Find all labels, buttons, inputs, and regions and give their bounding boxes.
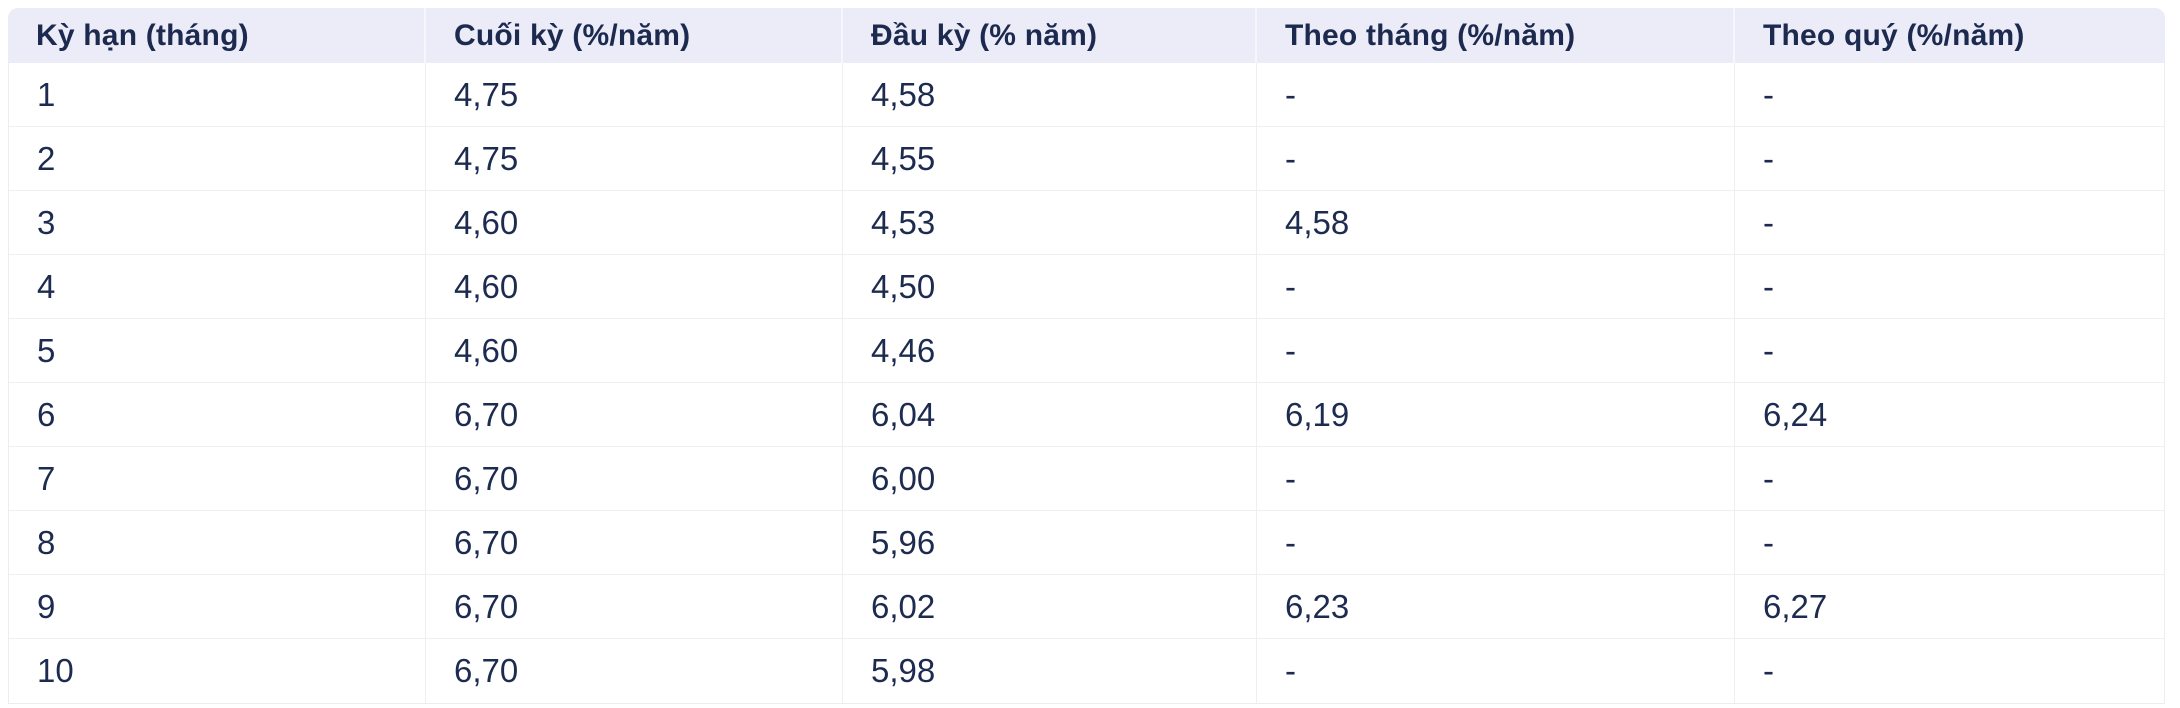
- cell-end-of-term-rate: 4,60: [425, 255, 842, 318]
- cell-start-of-term-rate: 4,46: [842, 319, 1256, 382]
- cell-start-of-term-rate: 4,55: [842, 127, 1256, 190]
- cell-end-of-term-rate: 4,75: [425, 63, 842, 126]
- cell-quarterly-rate: -: [1734, 191, 2166, 254]
- cell-term: 9: [37, 587, 56, 625]
- header-end-of-term: Cuối kỳ (%/năm): [424, 8, 841, 63]
- cell-term: 7: [37, 459, 56, 497]
- table-row: 4 4,60 4,50 - -: [9, 255, 2164, 319]
- cell-monthly-rate: -: [1256, 127, 1734, 190]
- cell-quarterly-rate: -: [1734, 319, 2166, 382]
- cell-term: 10: [37, 652, 74, 689]
- interest-rate-table: Kỳ hạn (tháng) Cuối kỳ (%/năm) Đầu kỳ (%…: [8, 8, 2165, 704]
- table-row: 3 4,60 4,53 4,58 -: [9, 191, 2164, 255]
- cell-start-of-term-rate: 4,58: [842, 63, 1256, 126]
- cell-quarterly-rate: -: [1734, 255, 2166, 318]
- cell-end-of-term-rate: 6,70: [425, 575, 842, 638]
- table-row: 10 6,70 5,98 - -: [9, 639, 2164, 703]
- header-monthly: Theo tháng (%/năm): [1255, 8, 1733, 63]
- table-body: 1 4,75 4,58 - - 2 4,75 4,55 - - 3 4,60 4…: [8, 63, 2165, 704]
- table-row: 5 4,60 4,46 - -: [9, 319, 2164, 383]
- cell-quarterly-rate: 6,24: [1734, 383, 2166, 446]
- cell-monthly-rate: -: [1256, 447, 1734, 510]
- cell-monthly-rate: -: [1256, 319, 1734, 382]
- header-start-of-term: Đầu kỳ (% năm): [841, 8, 1255, 63]
- cell-term: 4: [37, 267, 56, 305]
- table-row: 1 4,75 4,58 - -: [9, 63, 2164, 127]
- cell-term: 2: [37, 139, 56, 177]
- cell-quarterly-rate: -: [1734, 639, 2166, 703]
- cell-term: 6: [37, 395, 56, 433]
- cell-start-of-term-rate: 5,98: [842, 639, 1256, 703]
- table-row: 6 6,70 6,04 6,19 6,24: [9, 383, 2164, 447]
- cell-end-of-term-rate: 6,70: [425, 383, 842, 446]
- cell-term: 8: [37, 523, 56, 561]
- table-row: 9 6,70 6,02 6,23 6,27: [9, 575, 2164, 639]
- table-row: 2 4,75 4,55 - -: [9, 127, 2164, 191]
- cell-end-of-term-rate: 6,70: [425, 447, 842, 510]
- header-term-months: Kỳ hạn (tháng): [36, 18, 249, 52]
- cell-monthly-rate: -: [1256, 511, 1734, 574]
- table-header-row: Kỳ hạn (tháng) Cuối kỳ (%/năm) Đầu kỳ (%…: [8, 8, 2165, 63]
- cell-quarterly-rate: -: [1734, 447, 2166, 510]
- cell-monthly-rate: 6,19: [1256, 383, 1734, 446]
- cell-monthly-rate: 4,58: [1256, 191, 1734, 254]
- cell-term: 3: [37, 203, 56, 241]
- table-row: 8 6,70 5,96 - -: [9, 511, 2164, 575]
- cell-quarterly-rate: -: [1734, 127, 2166, 190]
- cell-monthly-rate: -: [1256, 63, 1734, 126]
- cell-end-of-term-rate: 6,70: [425, 639, 842, 703]
- cell-quarterly-rate: -: [1734, 511, 2166, 574]
- cell-end-of-term-rate: 4,60: [425, 319, 842, 382]
- cell-start-of-term-rate: 6,04: [842, 383, 1256, 446]
- cell-end-of-term-rate: 4,75: [425, 127, 842, 190]
- cell-start-of-term-rate: 4,50: [842, 255, 1256, 318]
- cell-monthly-rate: -: [1256, 639, 1734, 703]
- cell-start-of-term-rate: 4,53: [842, 191, 1256, 254]
- cell-start-of-term-rate: 6,02: [842, 575, 1256, 638]
- table-row: 7 6,70 6,00 - -: [9, 447, 2164, 511]
- cell-monthly-rate: 6,23: [1256, 575, 1734, 638]
- cell-end-of-term-rate: 6,70: [425, 511, 842, 574]
- cell-monthly-rate: -: [1256, 255, 1734, 318]
- cell-term: 5: [37, 331, 56, 369]
- header-quarterly: Theo quý (%/năm): [1733, 8, 2165, 63]
- cell-start-of-term-rate: 5,96: [842, 511, 1256, 574]
- cell-start-of-term-rate: 6,00: [842, 447, 1256, 510]
- cell-quarterly-rate: -: [1734, 63, 2166, 126]
- cell-term: 1: [37, 75, 56, 113]
- cell-end-of-term-rate: 4,60: [425, 191, 842, 254]
- cell-quarterly-rate: 6,27: [1734, 575, 2166, 638]
